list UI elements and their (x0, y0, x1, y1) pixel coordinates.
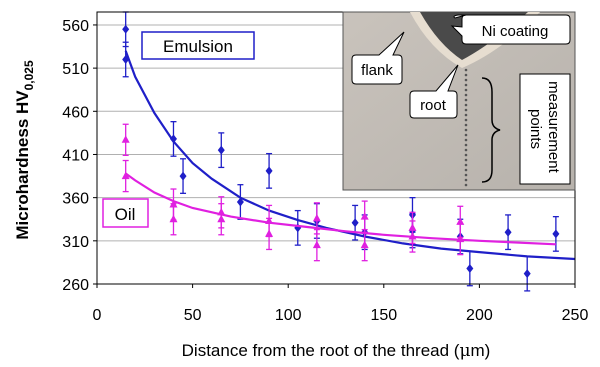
measurement-point (464, 143, 468, 147)
emulsion-point (217, 145, 225, 155)
legend-emulsion-box (141, 31, 255, 60)
x-axis-title: Distance from the root of the thread (μm… (182, 341, 491, 361)
x-tick-label: 200 (466, 307, 493, 324)
emulsion-point (122, 54, 130, 64)
measurement-point (464, 163, 468, 167)
y-axis: 260 310 360 410 460 510 560 (62, 18, 97, 294)
measurement-brace (481, 77, 501, 183)
measurement-point (464, 128, 468, 132)
series-layer (121, 11, 576, 292)
emulsion-point (122, 24, 130, 34)
emulsion-point (169, 134, 177, 144)
y-tick-label: 310 (62, 234, 89, 251)
oil-point (456, 234, 465, 243)
x-tick-label: 0 (93, 307, 102, 324)
emulsion-point (236, 197, 244, 207)
callout-ni-coating (450, 14, 571, 45)
oil-point (360, 212, 369, 220)
measurement-point (464, 108, 468, 112)
oil-point (169, 214, 178, 223)
oil-point (360, 240, 369, 249)
emulsion-point (466, 263, 474, 273)
emulsion-point (504, 227, 512, 237)
callout-root (409, 64, 459, 119)
measurement-point (464, 83, 468, 87)
x-tick-label: 50 (184, 307, 202, 324)
emulsion-point (265, 166, 273, 176)
oil-point (121, 171, 130, 180)
measurement-point (464, 168, 468, 172)
measurement-label-line2: points (527, 109, 544, 149)
measurement-point (464, 133, 468, 137)
y-tick-label: 260 (62, 277, 89, 294)
inset-photo: Ni coating flank root measurement points (342, 11, 576, 191)
measurement-point (464, 78, 468, 82)
measurement-point (464, 183, 468, 187)
series-oil (121, 123, 556, 262)
x-axis-title-mu: μ (459, 341, 470, 361)
y-axis-title-sub: 0,025 (22, 60, 36, 90)
emulsion-point (179, 171, 187, 181)
oil-point (121, 135, 130, 143)
measurement-point (464, 178, 468, 182)
legend-oil-label: Oil (115, 205, 136, 224)
callout-flank (351, 31, 405, 85)
y-tick-label: 410 (62, 147, 89, 164)
x-axis-title-suffix: m) (471, 341, 491, 360)
x-tick-label: 100 (275, 307, 302, 324)
measurement-point (464, 68, 468, 72)
oil-point (265, 229, 274, 237)
measurement-point (464, 88, 468, 92)
measurement-point (464, 123, 468, 127)
measurement-point (464, 153, 468, 157)
emulsion-point (552, 229, 560, 239)
x-tick-label: 150 (370, 307, 397, 324)
oil-point (408, 232, 417, 240)
legend-oil-box (102, 198, 149, 228)
measurement-point (464, 173, 468, 177)
grid-lines (97, 24, 575, 285)
x-axis: 0 50 100 150 200 250 (93, 284, 589, 324)
oil-point (312, 213, 321, 222)
measurement-label-line1: measurement (545, 81, 562, 174)
x-tick-label: 250 (562, 307, 589, 324)
emulsion-point (351, 218, 359, 228)
legend-emulsion-label: Emulsion (163, 37, 233, 56)
measurement-point (464, 93, 468, 97)
measurement-points (464, 68, 468, 187)
measurement-label: measurement points (527, 81, 562, 177)
oil-point (217, 214, 226, 223)
legend-oil: Oil (102, 198, 149, 228)
oil-point (312, 240, 321, 249)
measurement-point (464, 103, 468, 107)
y-tick-label: 510 (62, 61, 89, 78)
measurement-point (464, 158, 468, 162)
measurement-label-box (519, 73, 571, 185)
y-tick-label: 360 (62, 191, 89, 208)
inset-label-flank: flank (361, 62, 393, 79)
legend-emulsion: Emulsion (141, 31, 255, 60)
y-axis-title-main: Microhardness HV (13, 90, 32, 240)
emulsion-point (523, 269, 531, 279)
measurement-point (464, 118, 468, 122)
inset-label-root: root (420, 97, 447, 114)
measurement-point (464, 113, 468, 117)
measurement-point (464, 98, 468, 102)
y-tick-label: 560 (62, 18, 89, 35)
measurement-point (464, 138, 468, 142)
x-axis-title-prefix: Distance from the root of the thread ( (182, 341, 460, 360)
y-axis-title: Microhardness HV0,025 (13, 60, 36, 240)
measurement-point (464, 148, 468, 152)
measurement-point (464, 73, 468, 77)
y-tick-label: 460 (62, 104, 89, 121)
inset-label-ni-coating: Ni coating (482, 23, 549, 40)
